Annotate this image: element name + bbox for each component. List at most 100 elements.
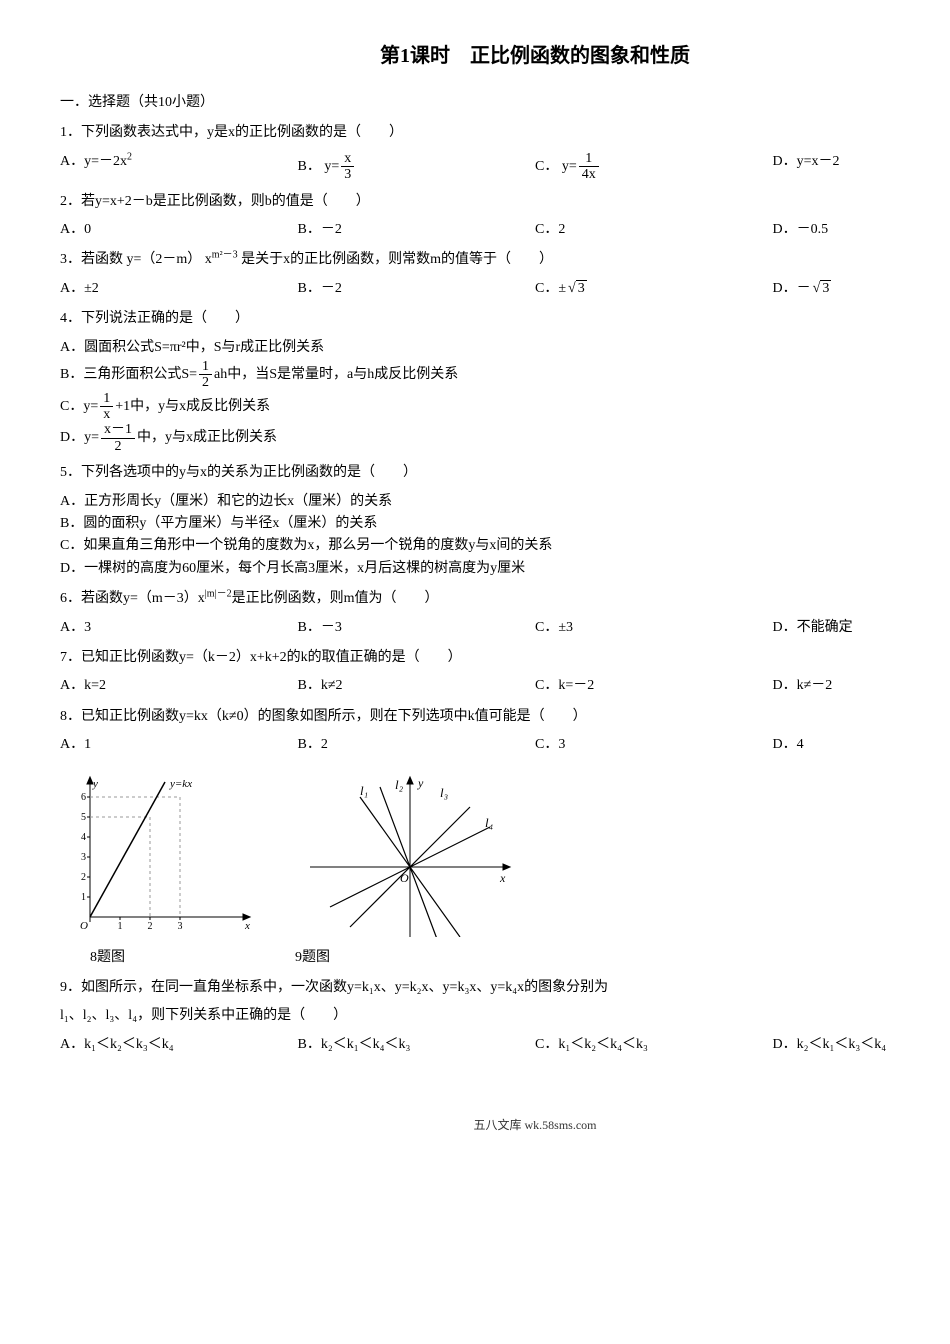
q3-c-pre: C．± [535,281,566,296]
q4-c-num: 1 [100,391,113,407]
q3-c: C．± 3 [535,278,773,300]
q1-b-prefix: B． [298,159,321,174]
q3-exp: m²－3 [212,250,238,261]
q3-text-b: 是关于x的正比例函数，则常数m的值等于（ ） [241,252,553,267]
q6-b: B．－3 [298,617,536,639]
svg-text:l₁: l₁ [360,783,368,798]
fig9-origin: O [400,871,409,885]
q1-c-pre: y= [562,159,577,174]
q8-c: C．3 [535,734,773,756]
q9-b: B．k₂＜k₁＜k₄＜k₃ [298,1034,536,1056]
q4-b-den: 2 [199,375,212,390]
svg-text:l₂: l₂ [395,777,404,792]
q4-d-a: D．y= [60,431,99,446]
q1-options: A．y=－2x2 B． y=x3 C． y=14x D．y=x－2 [60,151,950,183]
q6-text: 6．若函数y=（m－3）x|m|－2是正比例函数，则m值为（ ） [60,588,950,610]
section-heading: 一．选择题（共10小题） [60,92,950,114]
q6-a: A．3 [60,617,298,639]
svg-text:l₃: l₃ [440,785,448,800]
q4-c-a: C．y= [60,399,98,414]
q9-d: D．k₂＜k₁＜k₃＜k₄ [773,1034,950,1056]
fig8-origin: O [80,920,88,932]
fig9-ylabel: y [417,776,424,790]
q6-text-a: 6．若函数y=（m－3）x [60,591,205,606]
q3-text: 3．若函数 y=（2－m） xm²－3 是关于x的正比例函数，则常数m的值等于（… [60,249,950,271]
q1-c-prefix: C． [535,159,558,174]
q6-text-b: 是正比例函数，则m值为（ ） [232,591,439,606]
q3-c-rad: 3 [576,280,587,296]
q4-c-den: x [100,407,113,422]
fig8-label: 8题图 [90,947,125,969]
q8-options: A．1 B．2 C．3 D．4 [60,734,950,756]
fig8-line-label: y=kx [169,778,192,790]
q4-d-num: x－1 [101,422,135,438]
q8-d: D．4 [773,734,950,756]
q4-a: A．圆面积公式S=πr²中，S与r成正比例关系 [60,337,950,359]
q7-options: A．k=2 B．k≠2 C．k=－2 D．k≠－2 [60,675,950,697]
q8-text: 8．已知正比例函数y=kx（k≠0）的图象如图所示，则在下列选项中k值可能是（ … [60,706,950,728]
q3-d-pre: D．－ [773,281,811,296]
q8-a: A．1 [60,734,298,756]
q4-options: A．圆面积公式S=πr²中，S与r成正比例关系 B．三角形面积公式S=12ah中… [60,337,950,455]
q5-a: A．正方形周长y（厘米）和它的边长x（厘米）的关系 [60,491,950,513]
q9-text-a: 9．如图所示，在同一直角坐标系中，一次函数y=k₁x、y=k₂x、y=k₃x、y… [60,977,950,999]
q1-b-pre: y= [324,159,339,174]
q2-text: 2．若y=x+2－b是正比例函数，则b的值是（ ） [60,191,950,213]
figures-row: 1 2 3 4 5 6 1 2 3 [60,767,950,937]
q4-c: C．y=1x+1中，y与x成反比例关系 [60,391,950,423]
q4-b-b: ah中，当S是常量时，a与h成反比例关系 [214,367,458,382]
fig9-label: 9题图 [295,947,330,969]
q2-c: C．2 [535,219,773,241]
svg-text:4: 4 [81,832,86,843]
q9-a: A．k₁＜k₂＜k₃＜k₄ [60,1034,298,1056]
svg-text:1: 1 [118,921,123,932]
q4-d: D．y=x－12中，y与x成正比例关系 [60,422,950,454]
q7-c: C．k=－2 [535,675,773,697]
q6-d: D．不能确定 [773,617,950,639]
figure-labels: 8题图 9题图 [90,947,950,969]
q1-a-text: A．y=－2x [60,154,127,169]
q4-d-b: 中，y与x成正比例关系 [137,431,277,446]
q3-text-a: 3．若函数 [60,252,123,267]
q1-text: 1．下列函数表达式中，y是x的正比例函数的是（ ） [60,122,950,144]
svg-text:3: 3 [81,852,86,863]
q3-options: A．±2 B．－2 C．±3 D．－3 [60,278,950,300]
svg-text:3: 3 [178,921,183,932]
q3-b: B．－2 [298,278,536,300]
q2-b: B．－2 [298,219,536,241]
svg-text:6: 6 [81,792,86,803]
svg-text:l₄: l₄ [485,815,494,830]
q7-b: B．k≠2 [298,675,536,697]
q6-options: A．3 B．－3 C．±3 D．不能确定 [60,617,950,639]
fig8-ylabel: y [92,778,98,790]
q2-d: D．－0.5 [773,219,950,241]
q5-c: C．如果直角三角形中一个锐角的度数为x，那么另一个锐角的度数y与x间的关系 [60,535,950,557]
q6-c: C．±3 [535,617,773,639]
q3-d-rad: 3 [820,280,831,296]
q9-text-b: l₁、l₂、l₃、l₄，则下列关系中正确的是（ ） [60,1005,950,1027]
q1-b: B． y=x3 [298,151,536,183]
q9-options: A．k₁＜k₂＜k₃＜k₄ B．k₂＜k₁＜k₄＜k₃ C．k₁＜k₂＜k₄＜k… [60,1034,950,1056]
q1-c: C． y=14x [535,151,773,183]
svg-text:2: 2 [148,921,153,932]
q7-a: A．k=2 [60,675,298,697]
q9-c: C．k₁＜k₂＜k₄＜k₃ [535,1034,773,1056]
q1-c-den: 4x [579,167,599,182]
svg-text:1: 1 [81,892,86,903]
q5-options: A．正方形周长y（厘米）和它的边长x（厘米）的关系 B．圆的面积y（平方厘米）与… [60,491,950,581]
svg-text:2: 2 [81,872,86,883]
q4-b: B．三角形面积公式S=12ah中，当S是常量时，a与h成反比例关系 [60,359,950,391]
fig8-xlabel: x [244,920,250,932]
q6-exp: |m|－2 [205,589,232,600]
fig9-svg: l₁ l₂ l₃ l₄ y x O [300,767,520,937]
q8-b: B．2 [298,734,536,756]
footer: 五八文库 wk.58sms.com [60,1116,950,1135]
q5-d: D．一棵树的高度为60厘米，每个月长高3厘米，x月后这棵的树高度为y厘米 [60,558,950,580]
q1-d: D．y=x－2 [773,151,950,183]
q1-b-den: 3 [341,167,354,182]
page-title: 第1课时 正比例函数的图象和性质 [60,40,950,72]
q2-a: A．0 [60,219,298,241]
q4-c-b: +1中，y与x成反比例关系 [115,399,270,414]
q7-d: D．k≠－2 [773,675,950,697]
q7-text: 7．已知正比例函数y=（k－2）x+k+2的k的取值正确的是（ ） [60,647,950,669]
